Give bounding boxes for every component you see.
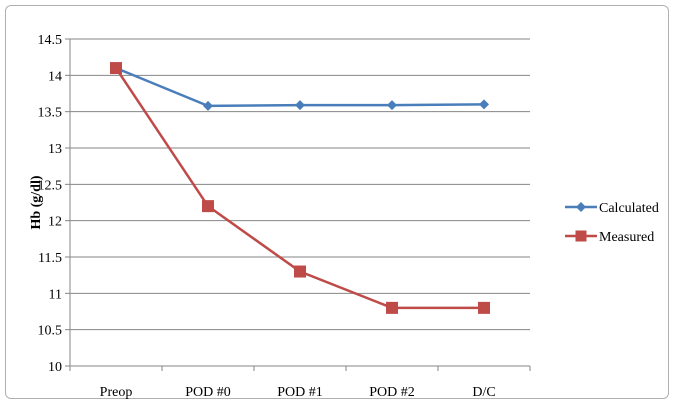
legend-label: Calculated [599,201,659,216]
data-point-calculated [295,100,305,111]
y-tick-label: 10 [48,360,62,375]
data-point-calculated [479,99,489,110]
x-tick-label: POD #1 [277,385,323,400]
data-point-calculated [387,100,397,111]
legend: Calculated Measured [565,201,659,245]
y-tick-label: 12 [48,215,62,230]
series-calculated [111,63,489,111]
data-point-measured [202,200,214,213]
series-measured [110,62,490,314]
data-point-measured [294,265,306,278]
data-point-measured [478,301,490,314]
x-tick-label: POD #0 [185,385,231,400]
y-tick-label: 14 [48,69,62,84]
x-tick-labels: Preop POD #0 POD #1 POD #2 D/C [69,366,531,400]
y-tick-label: 10.5 [38,324,63,339]
y-tick-label: 13 [48,142,62,157]
gridlines [65,38,530,367]
legend-label: Measured [599,230,654,245]
y-tick-label: 11 [49,287,62,302]
x-tick-label: Preop [100,385,133,400]
y-tick-label: 12.5 [38,178,63,193]
y-tick-label: 13.5 [38,106,63,121]
y-tick-label: 14.5 [38,33,63,48]
x-tick-label: D/C [472,385,495,400]
legend-item-calculated: Calculated [565,201,659,216]
data-point-calculated [203,100,213,111]
data-point-measured [110,62,122,75]
x-tick-label: POD #2 [369,385,415,400]
legend-item-measured: Measured [565,230,654,245]
legend-marker [576,202,586,212]
y-tick-labels: 10 10.5 11 11.5 12 12.5 13 13.5 14 14.5 [38,33,63,375]
data-point-measured [386,301,398,314]
legend-marker [575,230,587,242]
y-axis-title: Hb (g/dl) [29,175,44,229]
y-tick-label: 11.5 [38,251,62,266]
series-group [110,62,490,314]
axes [69,39,530,367]
